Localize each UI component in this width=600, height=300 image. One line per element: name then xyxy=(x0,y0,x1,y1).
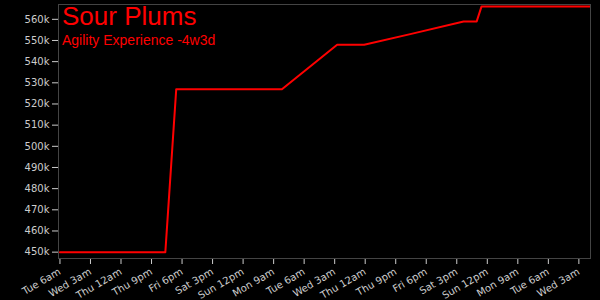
svg-text:Wed 3am: Wed 3am xyxy=(535,266,581,299)
svg-text:550k: 550k xyxy=(25,35,50,46)
svg-text:560k: 560k xyxy=(25,14,50,25)
svg-text:510k: 510k xyxy=(25,119,50,130)
svg-text:Tue 6am: Tue 6am xyxy=(264,265,307,297)
svg-text:500k: 500k xyxy=(25,141,50,152)
svg-text:530k: 530k xyxy=(25,77,50,88)
svg-text:Fri 6pm: Fri 6pm xyxy=(390,265,429,295)
svg-text:Mon 9am: Mon 9am xyxy=(230,265,277,299)
svg-text:490k: 490k xyxy=(25,162,50,173)
svg-text:Sat 3pm: Sat 3pm xyxy=(173,265,216,297)
svg-text:Fri 6pm: Fri 6pm xyxy=(146,265,185,295)
svg-text:Mon 9am: Mon 9am xyxy=(474,265,521,299)
svg-text:460k: 460k xyxy=(25,225,50,236)
html-text:Agility Experience -4w3d: Agility Experience -4w3d xyxy=(62,32,216,48)
svg-text:Wed 3am: Wed 3am xyxy=(46,265,94,300)
svg-text:Wed 3am: Wed 3am xyxy=(290,265,338,300)
svg-text:450k: 450k xyxy=(25,246,50,257)
html-text:Sour Plums: Sour Plums xyxy=(62,1,197,31)
svg-text:Tue 6am: Tue 6am xyxy=(20,265,63,297)
svg-text:540k: 540k xyxy=(25,56,50,67)
svg-text:520k: 520k xyxy=(25,98,50,109)
svg-text:Thu 9pm: Thu 9pm xyxy=(109,266,154,298)
svg-text:Thu 9pm: Thu 9pm xyxy=(353,266,398,298)
svg-text:Tue 6am: Tue 6am xyxy=(508,265,551,297)
svg-text:470k: 470k xyxy=(25,204,50,215)
svg-text:Sat 3pm: Sat 3pm xyxy=(417,265,460,297)
svg-text:480k: 480k xyxy=(25,183,50,194)
